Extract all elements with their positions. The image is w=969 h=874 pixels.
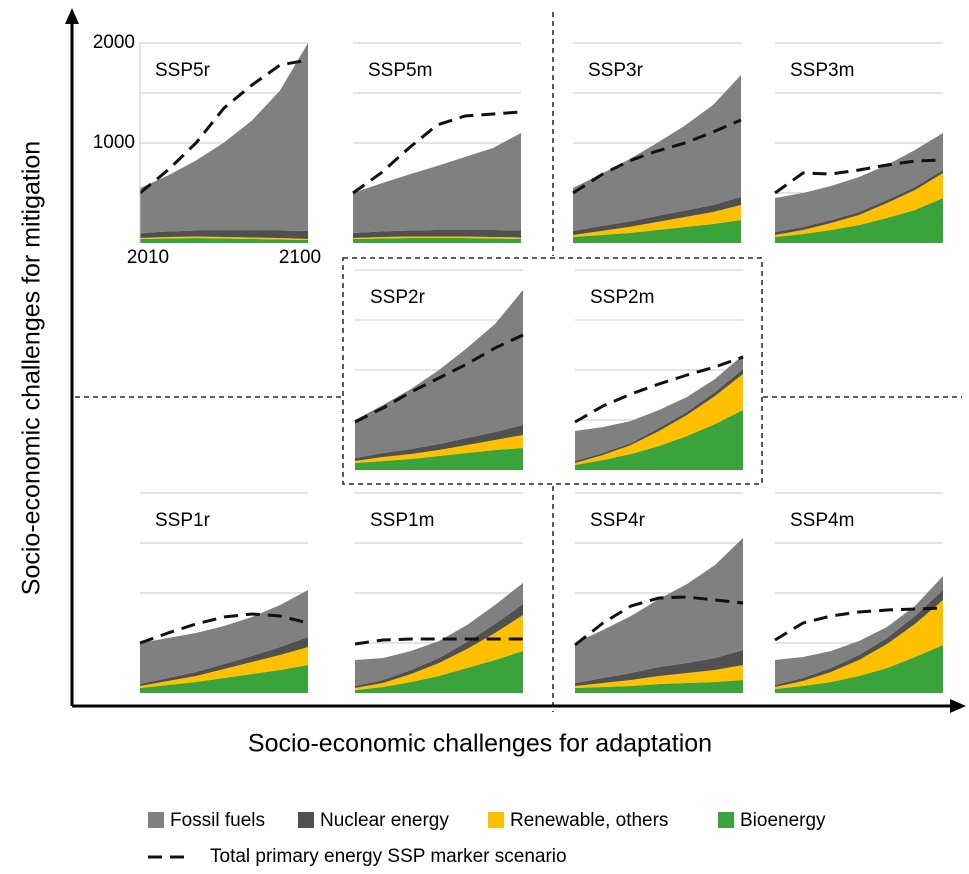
- panel-title: SSP5r: [155, 60, 211, 81]
- total-line: [572, 118, 742, 195]
- panel-title: SSP4m: [790, 510, 854, 531]
- area: [573, 220, 741, 243]
- area: [775, 576, 943, 685]
- legend-swatch: [718, 812, 734, 828]
- area: [140, 590, 308, 684]
- legend-swatch: [488, 812, 504, 828]
- area: [575, 650, 743, 686]
- total-line: [354, 333, 524, 424]
- panel-title: SSP3m: [790, 60, 854, 81]
- area: [575, 355, 743, 461]
- panel-title: SSP4r: [590, 510, 646, 531]
- total-line: [352, 110, 522, 195]
- area: [775, 645, 943, 693]
- area: [355, 615, 523, 690]
- area: [575, 665, 743, 688]
- area: [355, 583, 523, 686]
- legend-label: Total primary energy SSP marker scenario: [210, 846, 567, 867]
- area: [355, 425, 523, 461]
- area: [775, 198, 943, 243]
- panel-title: SSP5m: [368, 60, 432, 81]
- area: [575, 410, 743, 470]
- panel-title: SSP2r: [370, 287, 426, 308]
- area: [355, 448, 523, 470]
- area: [575, 680, 743, 693]
- legend-label: Fossil fuels: [170, 810, 265, 831]
- total-line: [774, 606, 944, 642]
- area: [355, 290, 523, 458]
- y-arrow: [65, 8, 79, 24]
- middle-box: [342, 257, 763, 485]
- legend-swatch: [148, 812, 164, 828]
- x-axis-title: Socio-economic challenges for adaptation: [248, 730, 712, 758]
- y-tick-label: 2000: [93, 32, 135, 53]
- area: [575, 374, 743, 465]
- legend-label: Renewable, others: [510, 810, 668, 831]
- panel-title: SSP1m: [370, 510, 434, 531]
- area: [353, 230, 521, 238]
- total-line: [139, 58, 309, 195]
- area: [775, 600, 943, 689]
- area: [353, 236, 521, 239]
- area: [573, 75, 741, 231]
- area: [140, 236, 308, 240]
- total-line: [574, 355, 744, 424]
- x-arrow: [950, 699, 966, 713]
- x-tick-label: 2100: [279, 247, 321, 268]
- legend-swatch: [298, 812, 314, 828]
- area: [140, 637, 308, 686]
- area: [140, 43, 308, 233]
- total-line: [354, 637, 523, 646]
- y-tick-label: 1000: [93, 132, 135, 153]
- panel-title: SSP3r: [588, 60, 644, 81]
- total-line: [139, 612, 309, 645]
- area: [775, 133, 943, 232]
- panel-title: SSP1r: [155, 510, 211, 531]
- area: [353, 133, 521, 233]
- area: [140, 647, 308, 688]
- area: [575, 538, 743, 683]
- area: [355, 651, 523, 693]
- area: [353, 238, 521, 243]
- area: [775, 173, 943, 237]
- total-line: [774, 158, 944, 195]
- panel-title: SSP2m: [590, 287, 654, 308]
- x-tick-label: 2010: [127, 247, 169, 268]
- total-line: [574, 595, 744, 647]
- y-axis-title: Socio-economic challenges for mitigation: [18, 141, 46, 595]
- area: [355, 435, 523, 463]
- area: [140, 230, 308, 239]
- legend-label: Nuclear energy: [320, 810, 449, 831]
- legend-label: Bioenergy: [740, 810, 826, 831]
